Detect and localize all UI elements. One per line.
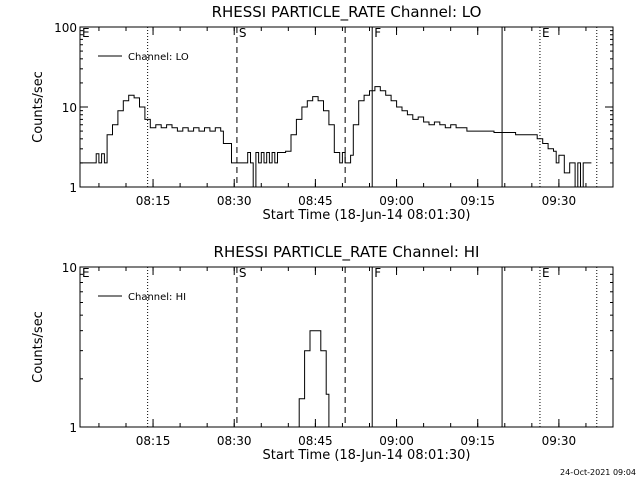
legend-entry: Channel: HI: [128, 292, 186, 303]
x-tick-label: 08:15: [136, 194, 171, 208]
event-marker-label: E: [542, 266, 550, 280]
legend-entry: Channel: LO: [128, 52, 189, 63]
x-tick-label: 09:30: [542, 194, 577, 208]
y-axis-label: Counts/sec: [31, 71, 46, 143]
y-axis-label: Counts/sec: [31, 311, 46, 383]
event-marker-label: F: [374, 26, 381, 40]
series-line-1: [80, 86, 592, 188]
chart-title: RHESSI PARTICLE_RATE Channel: HI: [214, 243, 480, 262]
y-tick-label: 10: [62, 261, 77, 275]
y-tick-label: 1: [69, 421, 77, 435]
x-tick-label: 09:15: [460, 434, 495, 448]
x-tick-label: 09:30: [542, 434, 577, 448]
x-tick-label: 08:15: [136, 434, 171, 448]
y-tick-label: 1: [69, 181, 77, 195]
event-marker-label: F: [374, 266, 381, 280]
footer-timestamp: 24-Oct-2021 09:04: [560, 468, 636, 477]
event-marker-label: E: [82, 26, 90, 40]
x-tick-label: 09:15: [460, 194, 495, 208]
x-tick-label: 08:30: [217, 434, 252, 448]
event-marker-label: E: [542, 26, 550, 40]
series-line-1: [296, 330, 330, 428]
x-tick-label: 08:45: [298, 194, 333, 208]
y-tick-label: 10: [62, 101, 77, 115]
y-tick-label: 100: [54, 21, 77, 35]
event-marker-label: E: [82, 266, 90, 280]
x-tick-label: 09:00: [379, 434, 414, 448]
x-tick-label: 08:30: [217, 194, 252, 208]
chart-title: RHESSI PARTICLE_RATE Channel: LO: [212, 3, 482, 22]
plot-frame: [79, 266, 614, 428]
x-axis-label: Start Time (18-Jun-14 08:01:30): [263, 448, 471, 463]
x-tick-label: 09:00: [379, 194, 414, 208]
event-marker-label: S: [239, 26, 247, 40]
x-axis-label: Start Time (18-Jun-14 08:01:30): [263, 208, 471, 223]
event-marker-label: S: [239, 266, 247, 280]
x-tick-label: 08:45: [298, 434, 333, 448]
